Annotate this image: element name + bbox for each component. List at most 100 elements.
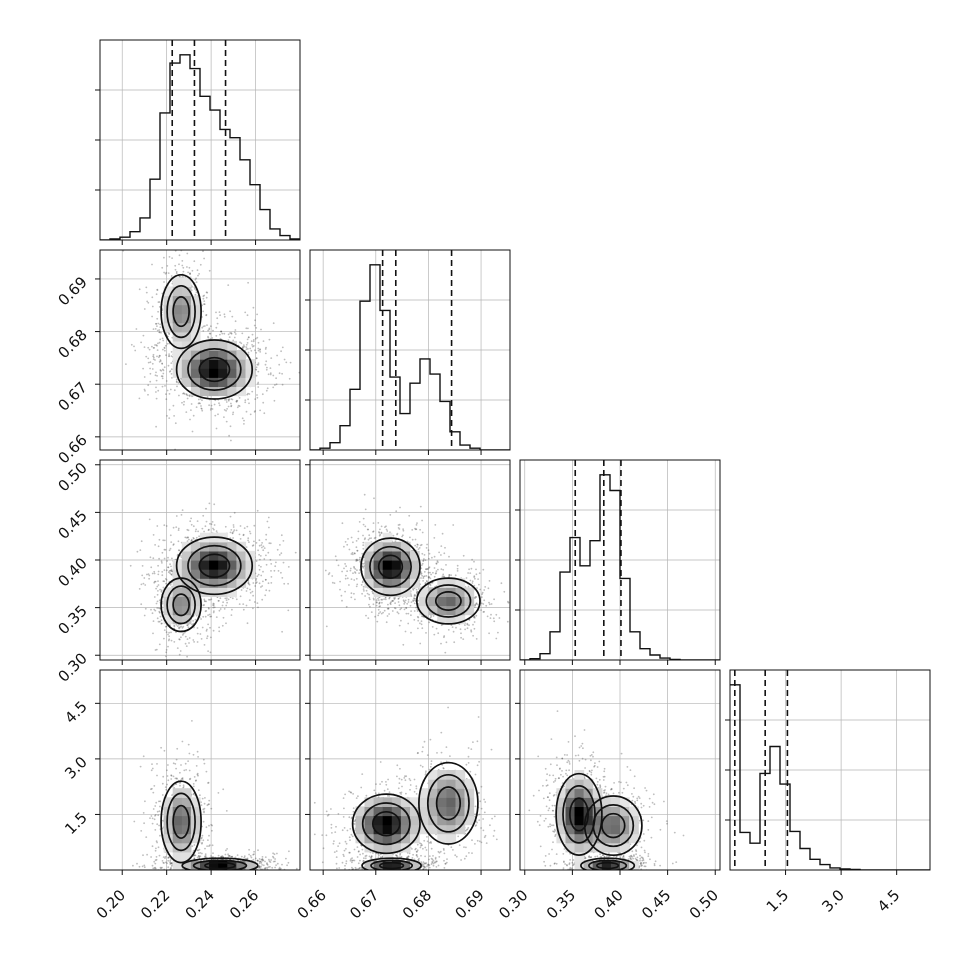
sample-point bbox=[260, 544, 263, 546]
sample-point bbox=[170, 774, 173, 777]
density-cell bbox=[190, 541, 201, 552]
sample-point bbox=[168, 417, 171, 419]
sample-point bbox=[175, 526, 178, 528]
sample-point bbox=[175, 767, 178, 770]
sample-point bbox=[225, 849, 227, 852]
sample-point bbox=[197, 789, 200, 792]
sample-point bbox=[341, 570, 343, 573]
density-cell bbox=[172, 286, 183, 297]
sample-point bbox=[243, 875, 245, 877]
density-cell bbox=[227, 578, 237, 588]
sample-point bbox=[289, 361, 292, 364]
sample-point bbox=[169, 583, 172, 586]
sample-point bbox=[159, 883, 161, 885]
sample-point bbox=[415, 528, 418, 530]
sample-point bbox=[158, 810, 161, 813]
sample-point bbox=[288, 377, 291, 380]
sample-point bbox=[215, 872, 217, 874]
density-cell bbox=[209, 569, 219, 579]
sample-point bbox=[152, 632, 154, 635]
sample-point bbox=[144, 584, 147, 586]
sample-point bbox=[181, 872, 183, 874]
density-cell bbox=[181, 313, 192, 324]
contour-line bbox=[175, 536, 254, 596]
sample-point bbox=[255, 542, 258, 544]
sample-point bbox=[232, 339, 235, 342]
sample-point bbox=[197, 852, 200, 854]
sample-point bbox=[165, 625, 168, 628]
sample-point bbox=[151, 817, 154, 820]
sample-point bbox=[161, 571, 164, 573]
sample-point bbox=[155, 386, 157, 389]
sample-point bbox=[159, 323, 162, 326]
sample-point bbox=[213, 528, 215, 531]
sample-point bbox=[167, 779, 170, 782]
panel-frame bbox=[99, 39, 301, 241]
sample-point bbox=[158, 329, 161, 331]
sample-point bbox=[428, 566, 431, 569]
sample-point bbox=[207, 336, 210, 339]
sample-point bbox=[173, 641, 176, 643]
density-cell bbox=[190, 313, 201, 324]
sample-point bbox=[187, 529, 190, 532]
sample-point bbox=[416, 543, 419, 546]
sample-point bbox=[255, 581, 258, 584]
sample-point bbox=[355, 577, 358, 580]
sample-point bbox=[270, 859, 272, 861]
sample-point bbox=[151, 368, 154, 370]
sample-point bbox=[253, 872, 255, 874]
sample-point bbox=[239, 871, 241, 873]
density-layer bbox=[129, 502, 297, 658]
sample-point bbox=[199, 794, 201, 797]
sample-point bbox=[221, 855, 224, 857]
sample-point bbox=[203, 874, 205, 876]
sample-point bbox=[362, 544, 365, 547]
sample-point bbox=[147, 384, 150, 387]
sample-point bbox=[163, 580, 166, 583]
sample-point bbox=[348, 584, 350, 586]
sample-point bbox=[159, 355, 161, 357]
sample-point bbox=[167, 764, 169, 766]
sample-point bbox=[153, 580, 156, 583]
sample-point bbox=[173, 624, 176, 627]
sample-point bbox=[180, 636, 182, 639]
sample-point bbox=[397, 601, 400, 603]
sample-point bbox=[174, 422, 177, 425]
sample-point bbox=[162, 580, 165, 583]
sample-point bbox=[204, 853, 207, 855]
sample-point bbox=[161, 337, 164, 340]
sample-point bbox=[227, 398, 230, 401]
sample-point bbox=[156, 325, 158, 327]
sample-point bbox=[224, 525, 227, 528]
density-panel-1-4 bbox=[95, 669, 301, 885]
sample-point bbox=[259, 409, 261, 412]
sample-point bbox=[205, 296, 208, 299]
sample-point bbox=[165, 861, 167, 864]
density-cell bbox=[172, 833, 183, 844]
sample-point bbox=[245, 872, 247, 874]
sample-point bbox=[402, 534, 404, 537]
sample-point bbox=[201, 872, 203, 874]
sample-point bbox=[211, 829, 213, 832]
sample-point bbox=[231, 871, 233, 873]
sample-point bbox=[140, 540, 143, 543]
sample-point bbox=[233, 331, 236, 334]
sample-point bbox=[152, 353, 155, 356]
sample-point bbox=[189, 272, 191, 275]
sample-point bbox=[151, 612, 154, 615]
sample-point bbox=[166, 879, 168, 881]
density-cell bbox=[209, 587, 219, 597]
sample-point bbox=[231, 608, 233, 611]
sample-point bbox=[219, 872, 221, 874]
sample-point bbox=[152, 355, 155, 358]
sample-point bbox=[242, 344, 245, 346]
sample-point bbox=[229, 875, 231, 877]
sample-point bbox=[175, 380, 178, 383]
sample-point bbox=[169, 862, 172, 865]
sample-point bbox=[151, 822, 154, 825]
sample-point bbox=[257, 363, 260, 366]
sample-point bbox=[464, 628, 466, 631]
sample-point bbox=[159, 805, 161, 808]
sample-point bbox=[194, 875, 196, 877]
